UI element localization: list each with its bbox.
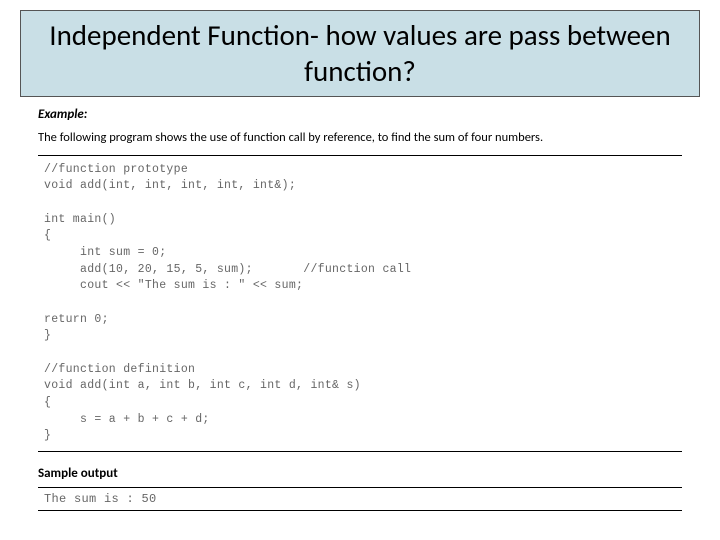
description-text: The following program shows the use of f… <box>38 130 700 145</box>
slide-title: Independent Function- how values are pas… <box>31 17 689 90</box>
output-label: Sample output <box>38 466 700 481</box>
example-label: Example: <box>38 107 700 122</box>
slide: Independent Function- how values are pas… <box>0 0 720 540</box>
title-container: Independent Function- how values are pas… <box>20 10 700 97</box>
output-block: The sum is : 50 <box>38 487 682 511</box>
code-block: //function prototype void add(int, int, … <box>38 155 682 452</box>
